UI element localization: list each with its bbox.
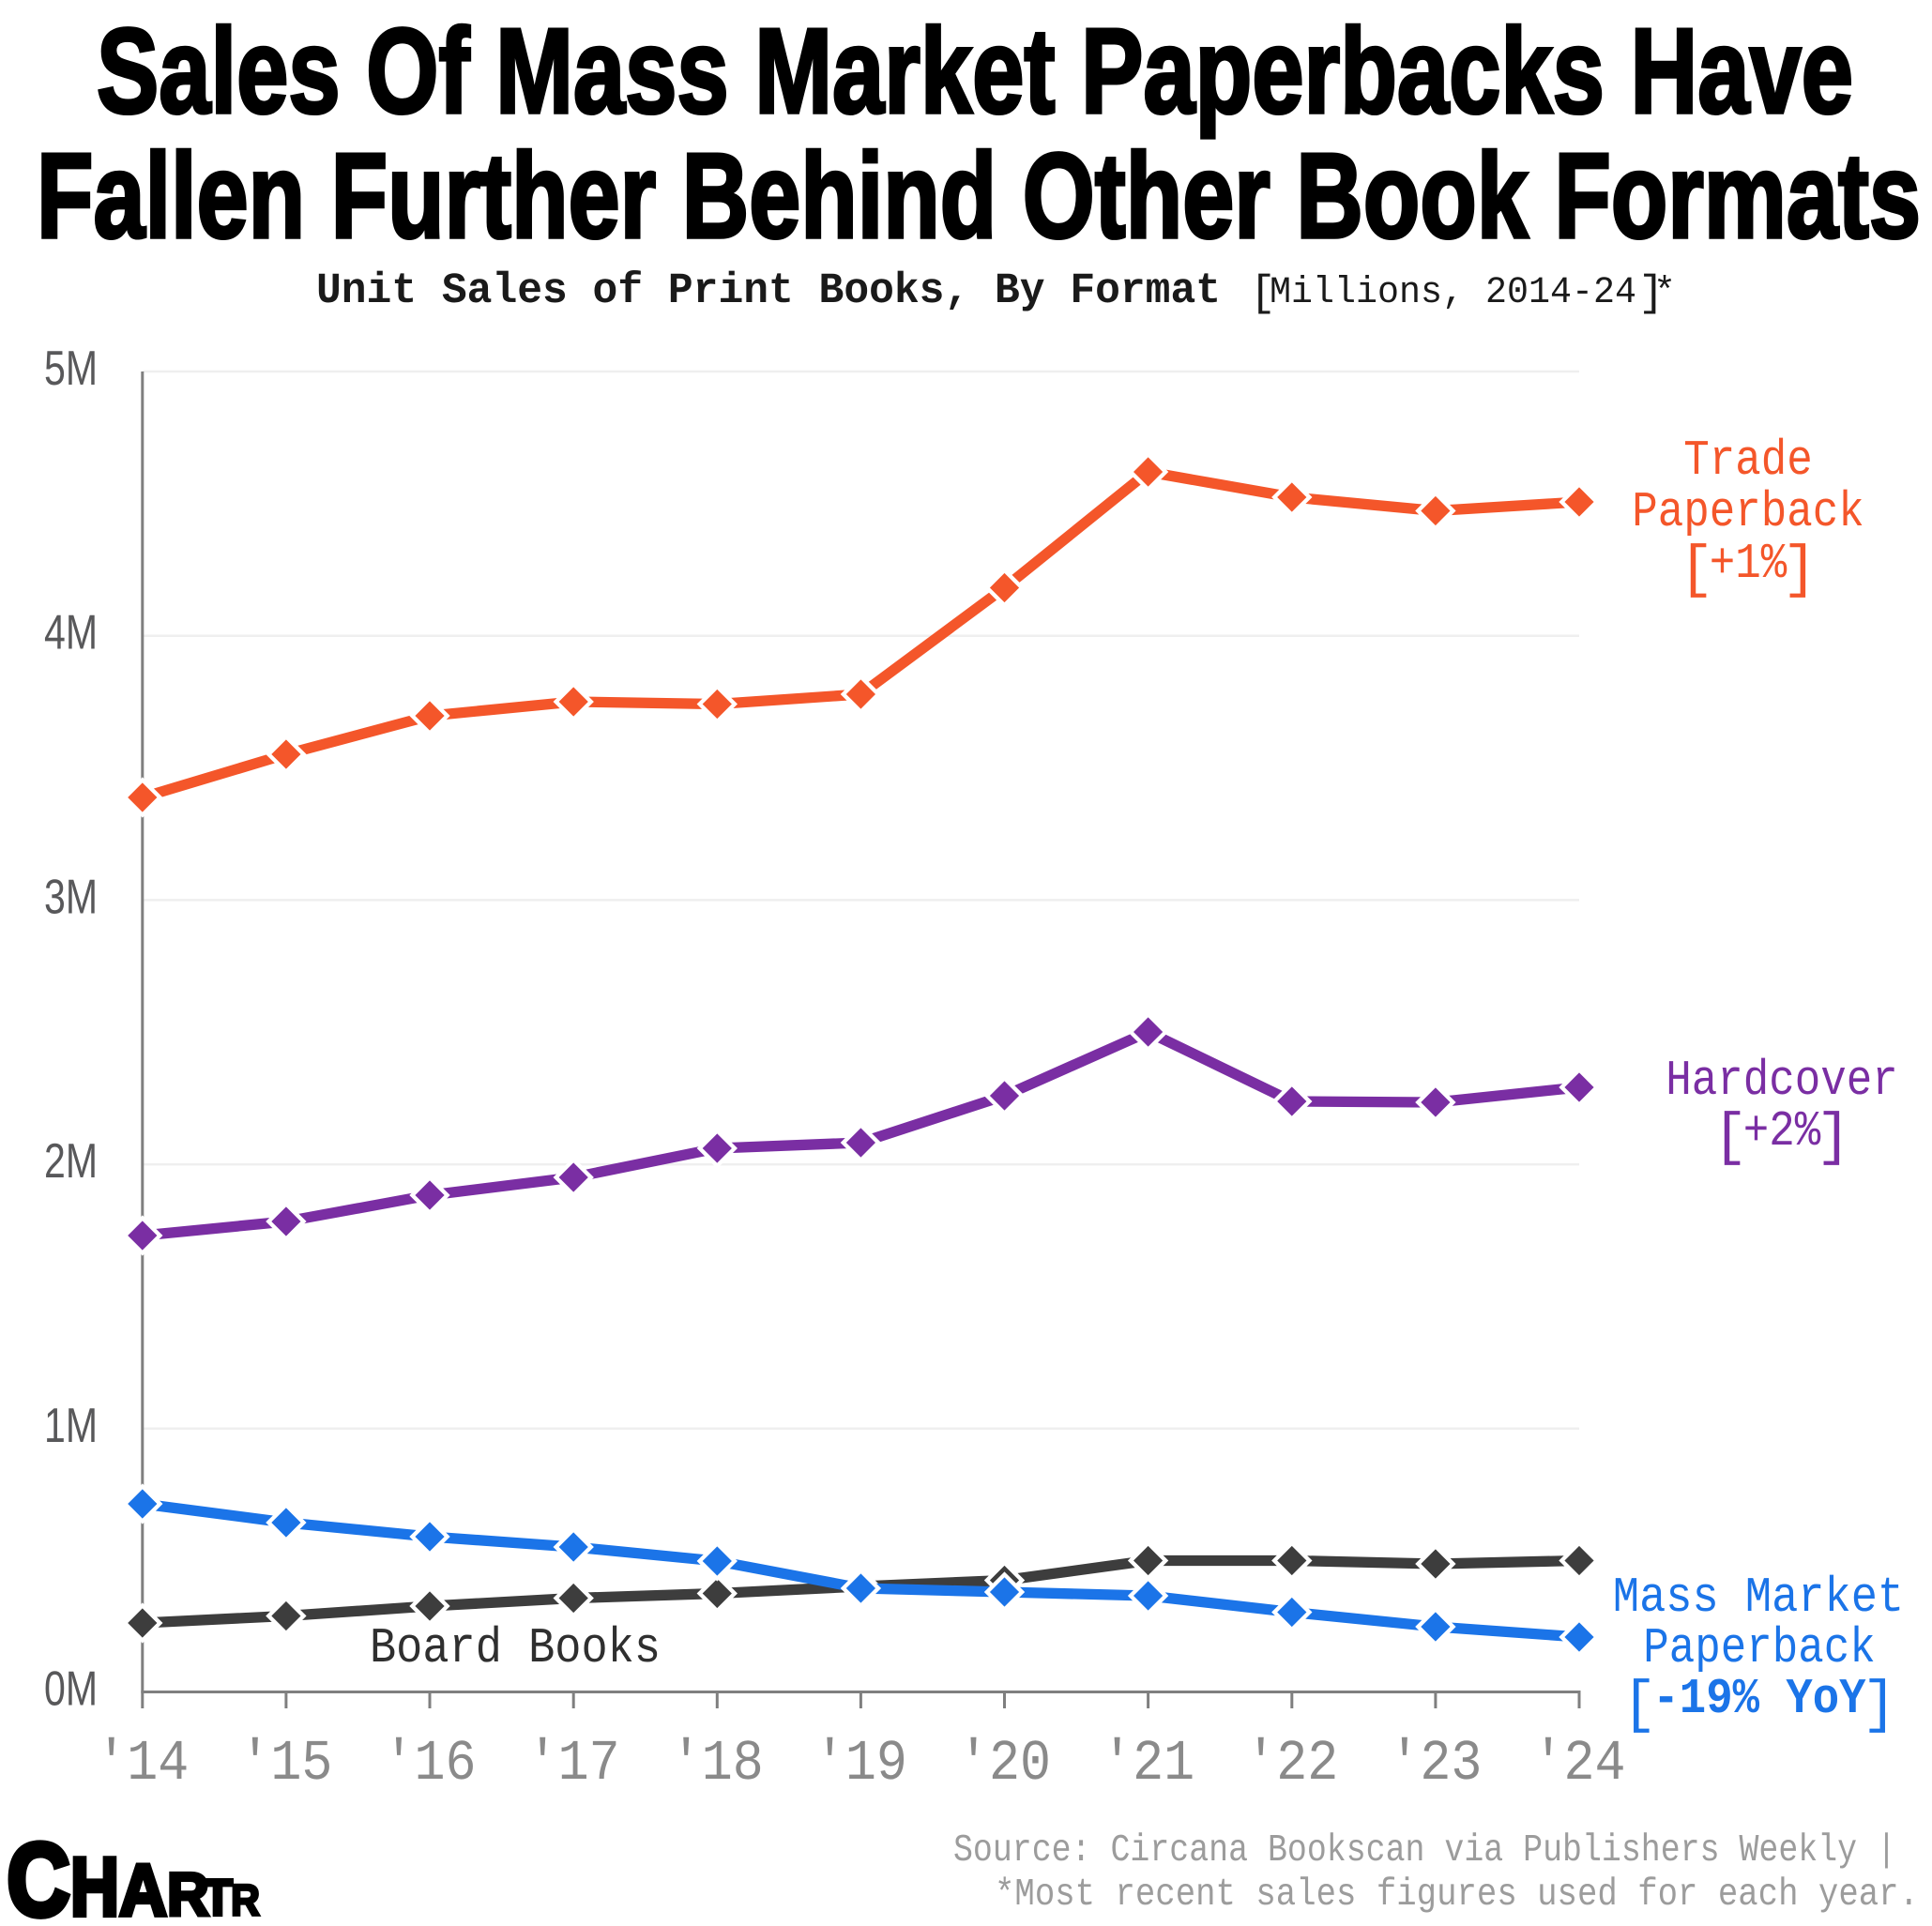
svg-text:-19% YoY: -19% YoY — [1652, 1671, 1865, 1727]
svg-text:2M: 2M — [44, 1134, 98, 1189]
svg-text:'22: '22 — [1245, 1732, 1338, 1797]
svg-text:'19: '19 — [814, 1732, 907, 1797]
svg-text:*: * — [1653, 272, 1676, 314]
svg-text:3M: 3M — [44, 870, 98, 924]
svg-text:5M: 5M — [44, 341, 98, 396]
svg-text:+2%: +2% — [1743, 1103, 1821, 1160]
svg-text:Sales Of Mass Market Paperback: Sales Of Mass Market Paperbacks Have — [97, 4, 1853, 139]
svg-text:C: C — [8, 1823, 70, 1926]
svg-text:0M: 0M — [44, 1662, 98, 1717]
svg-text:4M: 4M — [44, 606, 98, 660]
svg-text:]: ] — [1816, 1104, 1850, 1171]
svg-text:[: [ — [1679, 537, 1713, 603]
svg-text:'14: '14 — [96, 1732, 189, 1797]
svg-text:Source: Circana Bookscan via P: Source: Circana Bookscan via Publishers … — [953, 1829, 1896, 1873]
svg-text:'21: '21 — [1102, 1732, 1194, 1797]
svg-text:R: R — [167, 1860, 209, 1926]
svg-text:Paperback: Paperback — [1632, 484, 1864, 540]
svg-text:Millions, 2014-24: Millions, 2014-24 — [1270, 272, 1636, 314]
svg-text:+1%: +1% — [1710, 536, 1787, 592]
svg-text:'23: '23 — [1389, 1732, 1482, 1797]
svg-text:]: ] — [1862, 1672, 1896, 1738]
svg-text:'24: '24 — [1533, 1732, 1626, 1797]
svg-text:[: [ — [1712, 1104, 1747, 1171]
svg-text:'18: '18 — [671, 1732, 764, 1797]
svg-text:[: [ — [1250, 269, 1276, 318]
svg-text:Trade: Trade — [1683, 432, 1813, 489]
svg-text:'15: '15 — [239, 1732, 332, 1797]
svg-text:'17: '17 — [527, 1732, 620, 1797]
svg-text:'20: '20 — [958, 1732, 1051, 1797]
svg-text:Mass Market: Mass Market — [1613, 1570, 1904, 1626]
svg-text:]: ] — [1638, 269, 1665, 318]
svg-text:Unit Sales of Print Books, By: Unit Sales of Print Books, By Format — [316, 266, 1221, 315]
svg-text:[: [ — [1622, 1672, 1657, 1738]
svg-text:Hardcover: Hardcover — [1666, 1053, 1898, 1109]
svg-text:Paperback: Paperback — [1643, 1620, 1876, 1676]
svg-text:Fallen Further Behind Other Bo: Fallen Further Behind Other Book Formats — [37, 129, 1921, 264]
svg-text:A: A — [119, 1849, 167, 1926]
svg-text:]: ] — [1782, 537, 1817, 603]
svg-text:*Most recent sales figures use: *Most recent sales figures used for each… — [995, 1873, 1919, 1917]
svg-text:T: T — [203, 1869, 233, 1926]
svg-text:R: R — [231, 1875, 260, 1925]
svg-text:'16: '16 — [384, 1732, 477, 1797]
svg-text:1M: 1M — [44, 1399, 98, 1453]
svg-text:Board Books: Board Books — [370, 1620, 661, 1676]
svg-text:H: H — [70, 1841, 119, 1926]
